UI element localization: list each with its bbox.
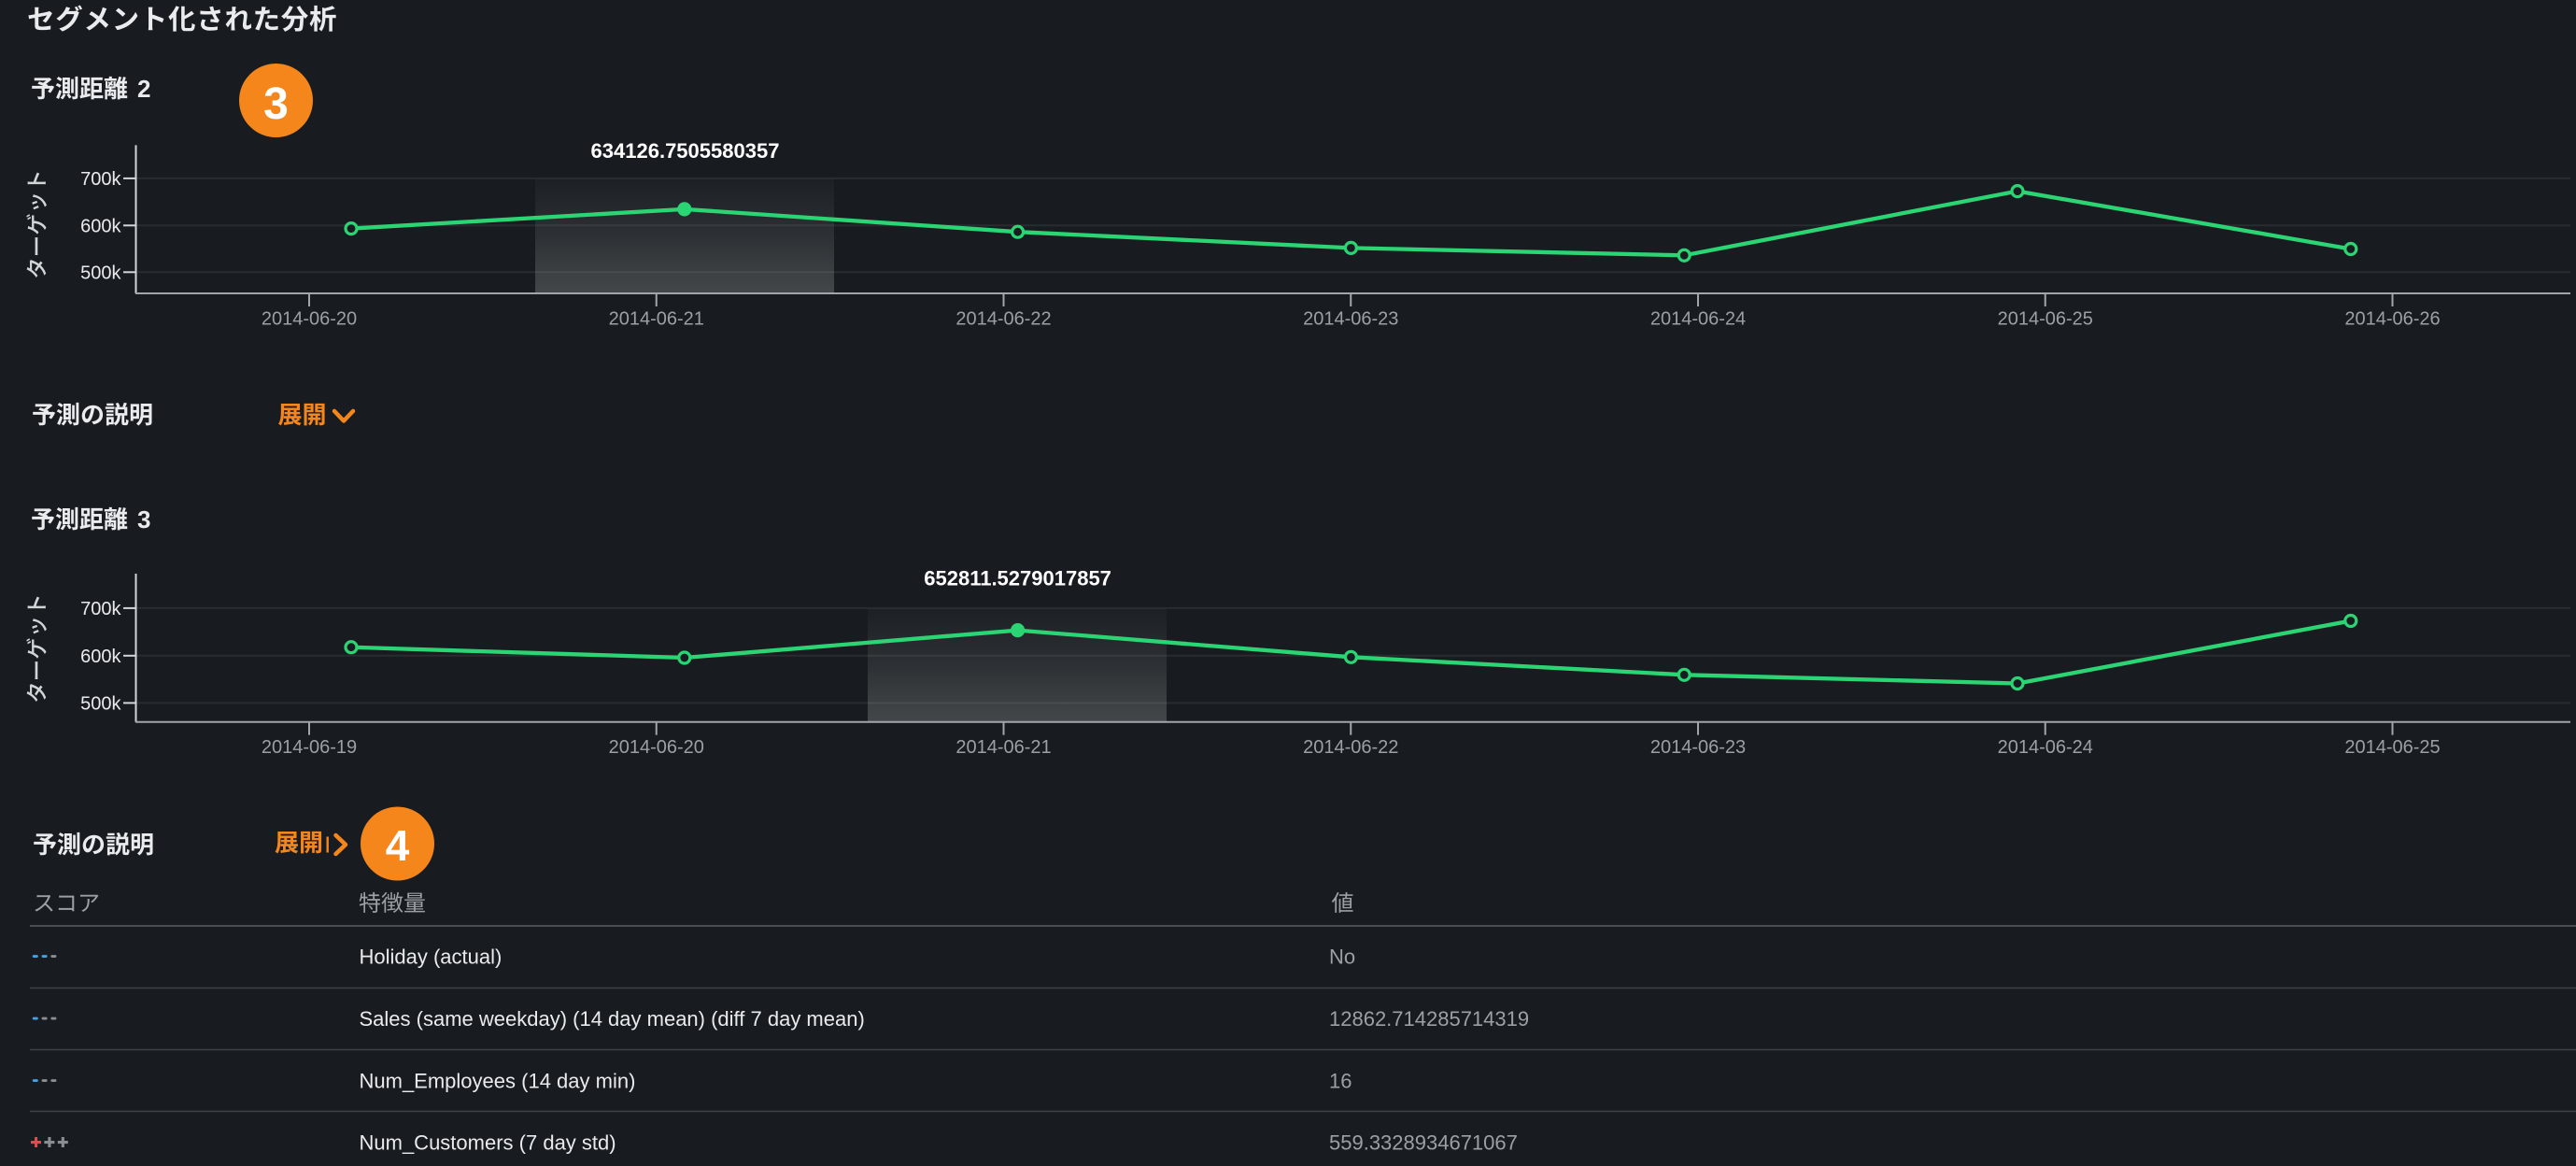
svg-text:500k: 500k xyxy=(80,693,121,714)
svg-text:2014-06-24: 2014-06-24 xyxy=(1650,309,1746,330)
svg-text:Holiday (actual): Holiday (actual) xyxy=(360,946,502,969)
svg-text:2014-06-21: 2014-06-21 xyxy=(609,309,704,330)
svg-text:600k: 600k xyxy=(80,647,121,667)
svg-text:2014-06-20: 2014-06-20 xyxy=(262,309,357,330)
svg-text:Num_Customers (7 day std): Num_Customers (7 day std) xyxy=(360,1131,616,1155)
svg-text:Sales (same weekday) (14 day m: Sales (same weekday) (14 day mean) (diff… xyxy=(360,1007,865,1031)
svg-text:2014-06-20: 2014-06-20 xyxy=(609,737,704,758)
svg-text:2014-06-21: 2014-06-21 xyxy=(955,737,1051,758)
svg-text:12862.714285714319: 12862.714285714319 xyxy=(1329,1007,1529,1031)
svg-text:2014-06-26: 2014-06-26 xyxy=(2344,309,2440,330)
svg-text:2014-06-22: 2014-06-22 xyxy=(1303,737,1398,758)
svg-text:2014-06-24: 2014-06-24 xyxy=(1998,737,2093,758)
svg-text:559.3328934671067: 559.3328934671067 xyxy=(1329,1131,1518,1155)
svg-text:2014-06-22: 2014-06-22 xyxy=(955,309,1051,330)
svg-text:4: 4 xyxy=(386,821,410,870)
svg-text:700k: 700k xyxy=(80,599,121,619)
svg-text:2: 2 xyxy=(137,75,150,103)
svg-text:3: 3 xyxy=(137,505,150,533)
svg-text:No: No xyxy=(1329,946,1355,969)
svg-text:Num_Employees (14 day min): Num_Employees (14 day min) xyxy=(360,1070,636,1093)
svg-text:700k: 700k xyxy=(80,169,121,190)
svg-text:2014-06-23: 2014-06-23 xyxy=(1303,309,1398,330)
svg-text:3: 3 xyxy=(263,79,289,129)
svg-text:2014-06-25: 2014-06-25 xyxy=(2344,737,2440,758)
svg-text:2014-06-19: 2014-06-19 xyxy=(262,737,357,758)
svg-text:2014-06-25: 2014-06-25 xyxy=(1998,309,2093,330)
svg-text:634126.7505580357: 634126.7505580357 xyxy=(591,139,780,163)
svg-text:500k: 500k xyxy=(80,263,121,283)
svg-text:2014-06-23: 2014-06-23 xyxy=(1650,737,1746,758)
svg-text:600k: 600k xyxy=(80,216,121,236)
svg-text:652811.5279017857: 652811.5279017857 xyxy=(924,567,1111,590)
svg-text:16: 16 xyxy=(1329,1070,1352,1093)
